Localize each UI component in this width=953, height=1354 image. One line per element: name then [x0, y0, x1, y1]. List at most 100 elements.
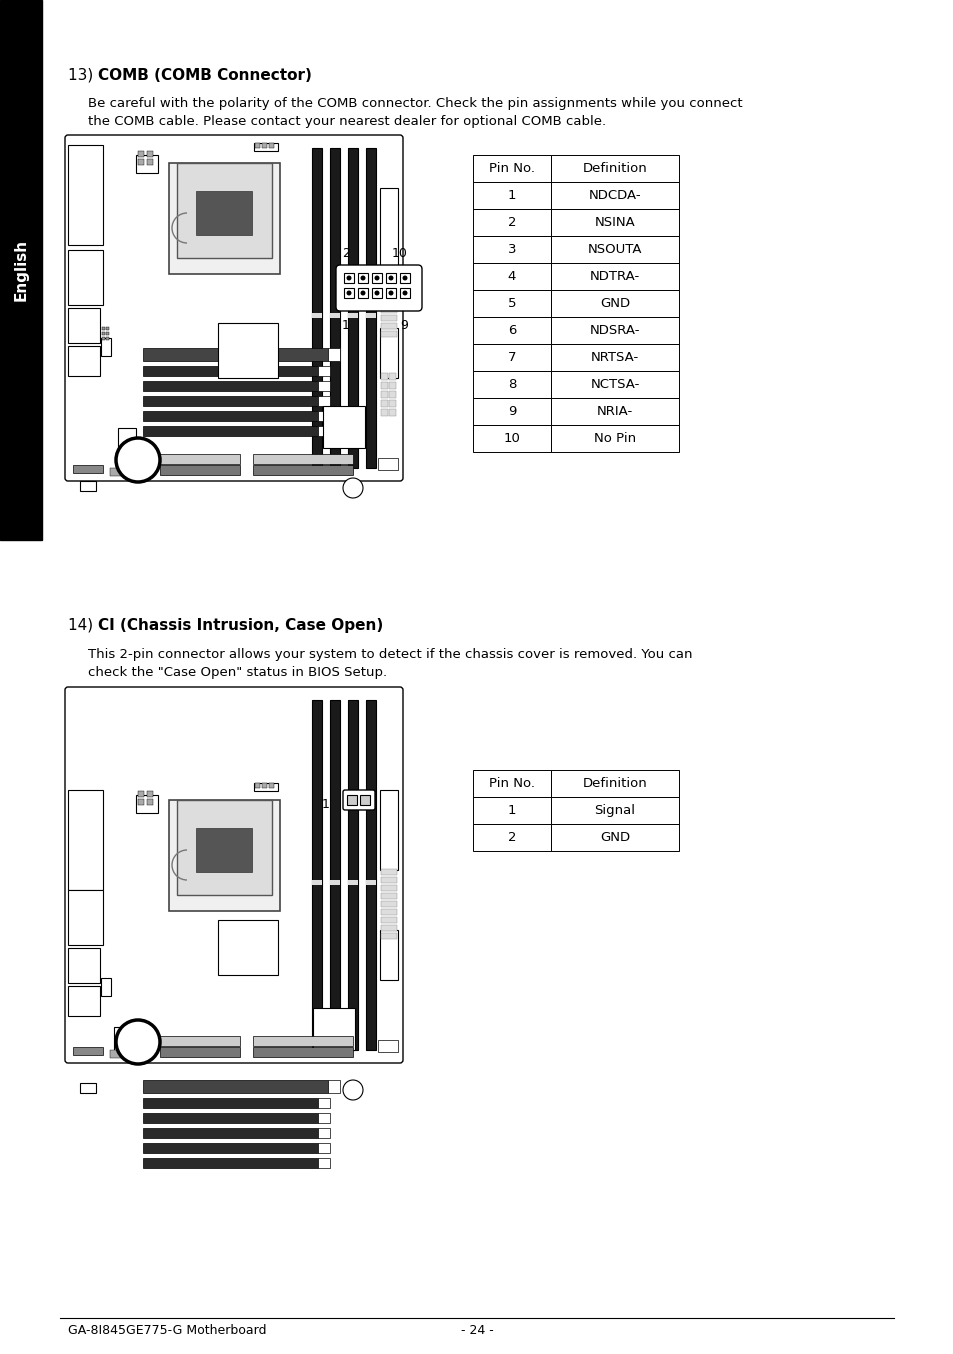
- Bar: [143, 348, 328, 362]
- Bar: [330, 148, 339, 468]
- Bar: [106, 337, 109, 340]
- Bar: [380, 933, 396, 940]
- Circle shape: [343, 1080, 363, 1099]
- Text: 13): 13): [68, 68, 103, 83]
- Bar: [380, 869, 396, 875]
- Bar: [177, 162, 272, 259]
- Bar: [551, 154, 679, 181]
- Bar: [551, 209, 679, 236]
- Circle shape: [388, 275, 393, 280]
- Text: 2: 2: [507, 217, 516, 229]
- Bar: [136, 795, 158, 812]
- Bar: [262, 144, 267, 148]
- Bar: [551, 317, 679, 344]
- Bar: [366, 700, 375, 1049]
- Bar: [399, 274, 410, 283]
- Text: 3: 3: [507, 242, 516, 256]
- Bar: [147, 158, 152, 165]
- Bar: [195, 191, 252, 236]
- Text: check the "Case Open" status in BIOS Setup.: check the "Case Open" status in BIOS Set…: [88, 666, 387, 678]
- Bar: [80, 1083, 96, 1093]
- Bar: [143, 1143, 317, 1154]
- Bar: [379, 188, 397, 268]
- Bar: [312, 880, 322, 886]
- Bar: [380, 391, 388, 398]
- Bar: [147, 799, 152, 806]
- Bar: [169, 162, 280, 274]
- Bar: [317, 427, 330, 436]
- Circle shape: [360, 275, 365, 280]
- Bar: [143, 1080, 328, 1093]
- Bar: [317, 1143, 330, 1154]
- Circle shape: [116, 1020, 160, 1064]
- Bar: [473, 290, 551, 317]
- Text: 1: 1: [507, 804, 516, 816]
- Text: 10: 10: [392, 246, 408, 260]
- Bar: [380, 372, 388, 380]
- Bar: [317, 395, 330, 406]
- Bar: [389, 382, 395, 389]
- Bar: [136, 154, 158, 173]
- Circle shape: [346, 275, 351, 280]
- Bar: [380, 894, 396, 899]
- Bar: [143, 1098, 317, 1108]
- Bar: [473, 825, 551, 852]
- Bar: [118, 428, 136, 454]
- Bar: [110, 1049, 135, 1057]
- Bar: [380, 409, 388, 416]
- Text: 1: 1: [341, 320, 350, 332]
- Bar: [386, 274, 395, 283]
- Bar: [195, 829, 252, 872]
- Bar: [380, 315, 396, 321]
- Bar: [68, 948, 100, 983]
- Text: NSINA: NSINA: [594, 217, 635, 229]
- Text: 4: 4: [507, 269, 516, 283]
- Bar: [68, 145, 103, 245]
- Bar: [380, 925, 396, 932]
- Bar: [101, 978, 111, 997]
- Bar: [348, 700, 357, 1049]
- Bar: [551, 798, 679, 825]
- Bar: [68, 250, 103, 305]
- Text: 2: 2: [341, 246, 350, 260]
- Bar: [551, 425, 679, 452]
- Bar: [138, 152, 144, 157]
- Bar: [380, 330, 396, 337]
- Text: NDTRA-: NDTRA-: [589, 269, 639, 283]
- Bar: [143, 380, 317, 391]
- Text: - 24 -: - 24 -: [460, 1323, 493, 1336]
- Bar: [473, 317, 551, 344]
- Bar: [551, 263, 679, 290]
- Text: 8: 8: [507, 378, 516, 391]
- Bar: [80, 481, 96, 492]
- Bar: [380, 909, 396, 915]
- Bar: [68, 347, 100, 376]
- Bar: [262, 783, 267, 788]
- Bar: [380, 382, 388, 389]
- Bar: [138, 799, 144, 806]
- Bar: [473, 154, 551, 181]
- Text: the COMB cable. Please contact your nearest dealer for optional COMB cable.: the COMB cable. Please contact your near…: [88, 115, 605, 129]
- Bar: [110, 468, 135, 477]
- FancyBboxPatch shape: [335, 265, 421, 311]
- Circle shape: [360, 291, 365, 295]
- Bar: [330, 880, 339, 886]
- Bar: [68, 307, 100, 343]
- Text: NRTSA-: NRTSA-: [590, 351, 639, 364]
- Circle shape: [346, 291, 351, 295]
- Bar: [106, 332, 109, 334]
- Bar: [102, 328, 105, 330]
- Text: GND: GND: [599, 831, 629, 844]
- Bar: [377, 458, 397, 470]
- Bar: [389, 391, 395, 398]
- Bar: [344, 288, 354, 298]
- Circle shape: [402, 291, 407, 295]
- Bar: [357, 274, 368, 283]
- Bar: [473, 181, 551, 209]
- Text: 1: 1: [507, 190, 516, 202]
- Bar: [317, 412, 330, 421]
- Bar: [73, 1047, 103, 1055]
- Bar: [102, 332, 105, 334]
- Bar: [160, 1036, 240, 1047]
- Circle shape: [402, 275, 407, 280]
